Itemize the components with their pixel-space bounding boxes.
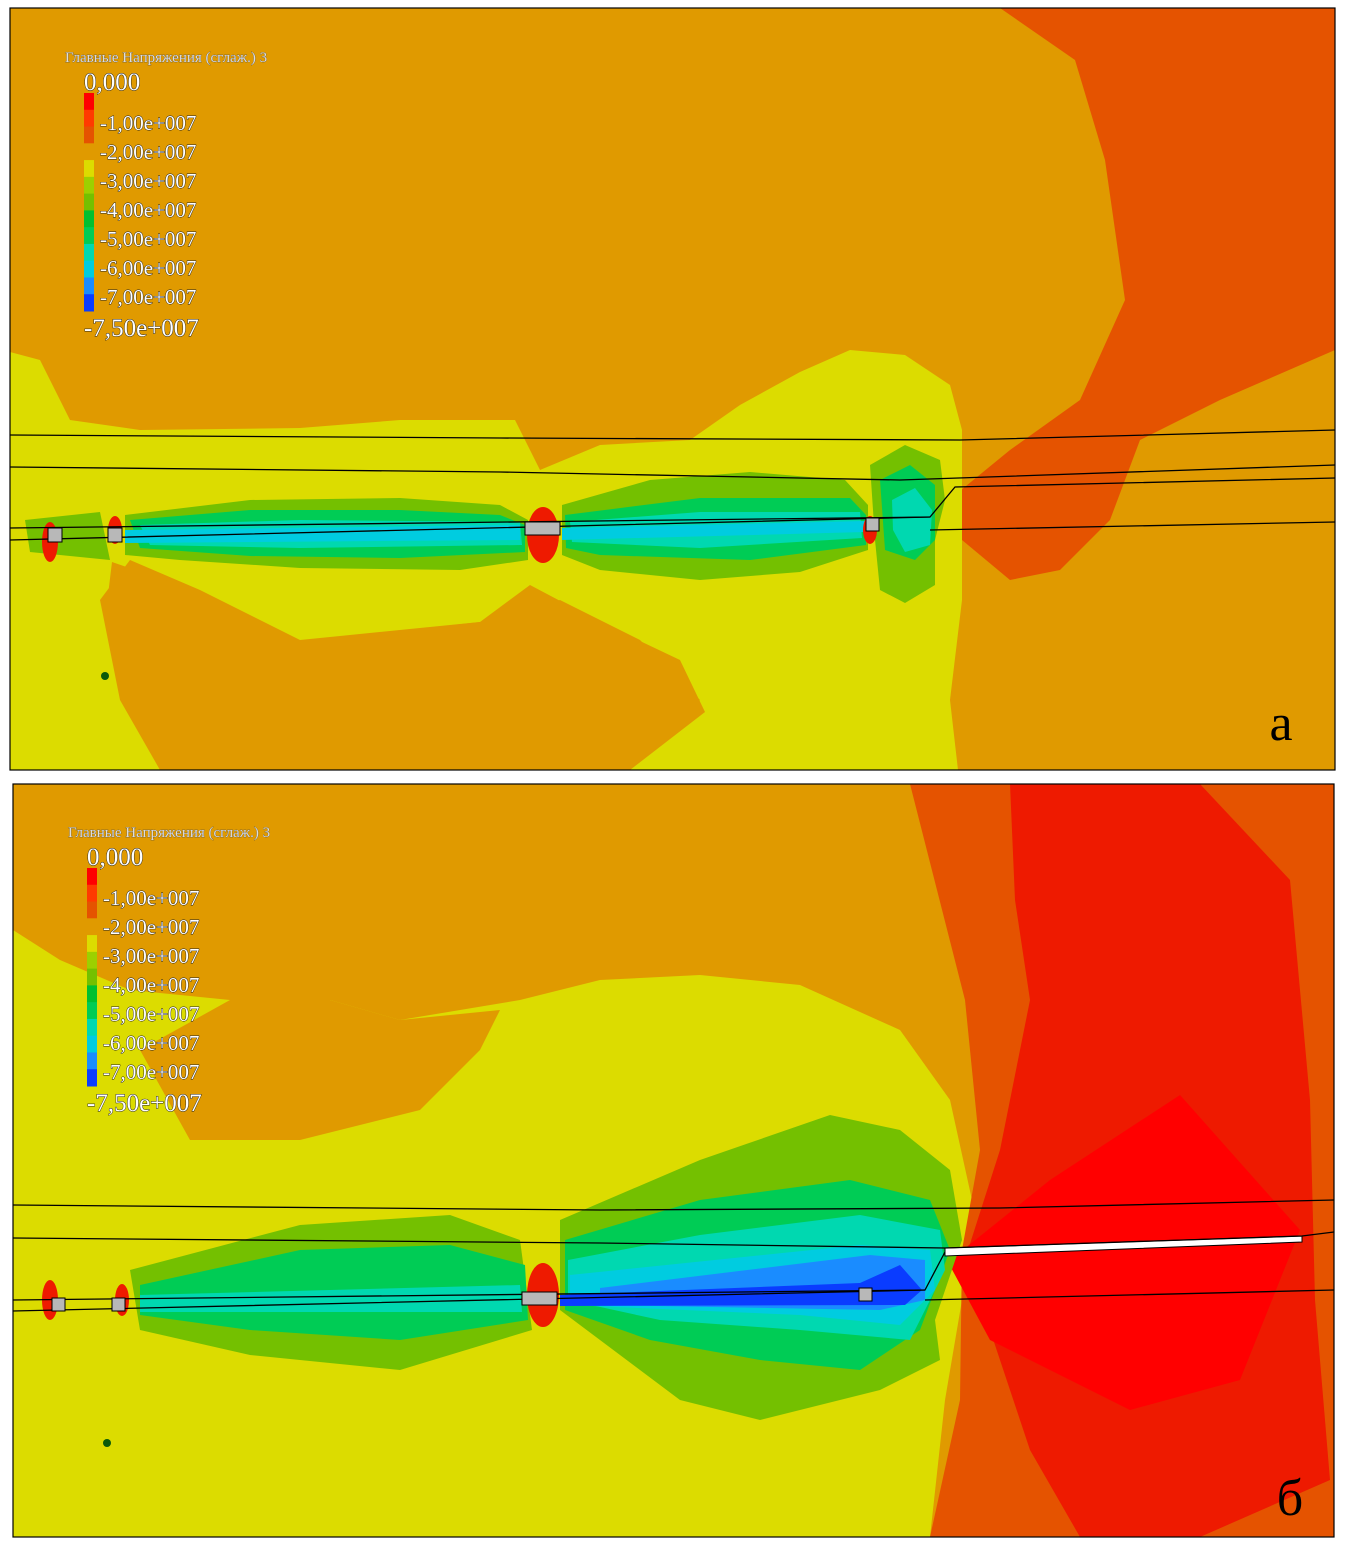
legend-swatch: [87, 1002, 97, 1020]
legend-label: -5,00e+007: [100, 227, 196, 251]
legend-swatch: [87, 985, 97, 1003]
legend-swatch: [87, 918, 97, 936]
support-block: [521, 1291, 558, 1306]
support-block: [865, 517, 880, 532]
contour-region: [950, 8, 1335, 580]
panel-b: [13, 784, 1334, 1537]
axis-origin: [103, 1439, 111, 1447]
panel-label: а: [1269, 695, 1292, 752]
legend-swatch: [84, 109, 94, 128]
contour-region: [140, 1000, 500, 1140]
support-block: [111, 1297, 126, 1312]
legend-swatch: [84, 277, 94, 295]
legend-label: -2,00e+007: [103, 915, 199, 939]
legend-swatch: [84, 294, 94, 312]
legend-swatch: [87, 884, 97, 903]
legend-label: 0,000: [87, 844, 143, 871]
legend-swatch: [87, 1035, 97, 1053]
legend-swatch: [84, 93, 94, 111]
boundary-line: [929, 521, 1335, 531]
legend-label: -6,00e+007: [103, 1031, 199, 1055]
contour-region: [892, 488, 932, 552]
contour-region: [948, 1095, 1300, 1410]
legend-label: 0,000: [84, 69, 140, 96]
legend-label: -4,00e+007: [100, 198, 196, 222]
axis-origin: [101, 672, 109, 680]
boundary-line: [13, 1289, 926, 1301]
legend-label: -6,00e+007: [100, 256, 196, 280]
panel-frame: [12, 783, 1335, 1538]
legend-label: -5,00e+007: [103, 1002, 199, 1026]
legend-swatch: [87, 935, 97, 953]
legend-swatch: [84, 260, 94, 278]
legend-swatch: [87, 1052, 97, 1070]
boundary-line: [10, 516, 931, 529]
overlay: Главные Напряжения (сглаж.) 3 0,000 -1,00e…: [65, 50, 1303, 1527]
legend-title: Главные Напряжения (сглаж.) 3: [65, 50, 267, 66]
legend-title: Главные Напряжения (сглаж.) 3: [68, 825, 270, 841]
legend-swatch: [84, 176, 94, 195]
legend-label: -3,00e+007: [100, 169, 196, 193]
contour-region: [105, 562, 705, 770]
legend-swatch: [87, 951, 97, 970]
support-block: [107, 527, 123, 543]
boundary-line: [10, 429, 1335, 441]
boundary-line: [924, 1289, 1334, 1301]
panel-frame: [9, 7, 1336, 771]
legend-swatch: [87, 868, 97, 886]
legend-label: -7,50e+007: [87, 1090, 202, 1117]
boundary-line: [10, 464, 1335, 481]
boundary-line: [13, 1231, 1334, 1249]
legend-label: -3,00e+007: [103, 944, 199, 968]
legend-swatch: [84, 160, 94, 178]
legend-label: -2,00e+007: [100, 140, 196, 164]
legend-swatch: [84, 243, 94, 262]
legend-swatch: [87, 968, 97, 986]
legend-swatch: [87, 1069, 97, 1087]
legend-label: -7,00e+007: [103, 1060, 199, 1084]
legend-label: -1,00e+007: [100, 111, 196, 135]
legend-swatch: [84, 227, 94, 245]
legend-swatch: [87, 901, 97, 919]
legend-swatch: [87, 1018, 97, 1037]
support-block: [858, 1287, 873, 1302]
panel-label: б: [1277, 1470, 1303, 1527]
legend-swatch: [84, 193, 94, 211]
legend-label: -4,00e+007: [103, 973, 199, 997]
legend-swatch: [84, 143, 94, 161]
legend-label: -7,50e+007: [84, 315, 199, 342]
panel-a: [10, 8, 1335, 770]
support-block: [524, 521, 561, 536]
legend-label: -7,00e+007: [100, 285, 196, 309]
legend-label: -1,00e+007: [103, 886, 199, 910]
boundary-line: [13, 1199, 1334, 1211]
legend-swatch: [84, 210, 94, 228]
support-block: [47, 527, 63, 543]
legend-swatch: [84, 126, 94, 144]
support-block: [51, 1297, 66, 1312]
contour-region: [562, 521, 865, 540]
boundary-line: [10, 477, 1335, 541]
